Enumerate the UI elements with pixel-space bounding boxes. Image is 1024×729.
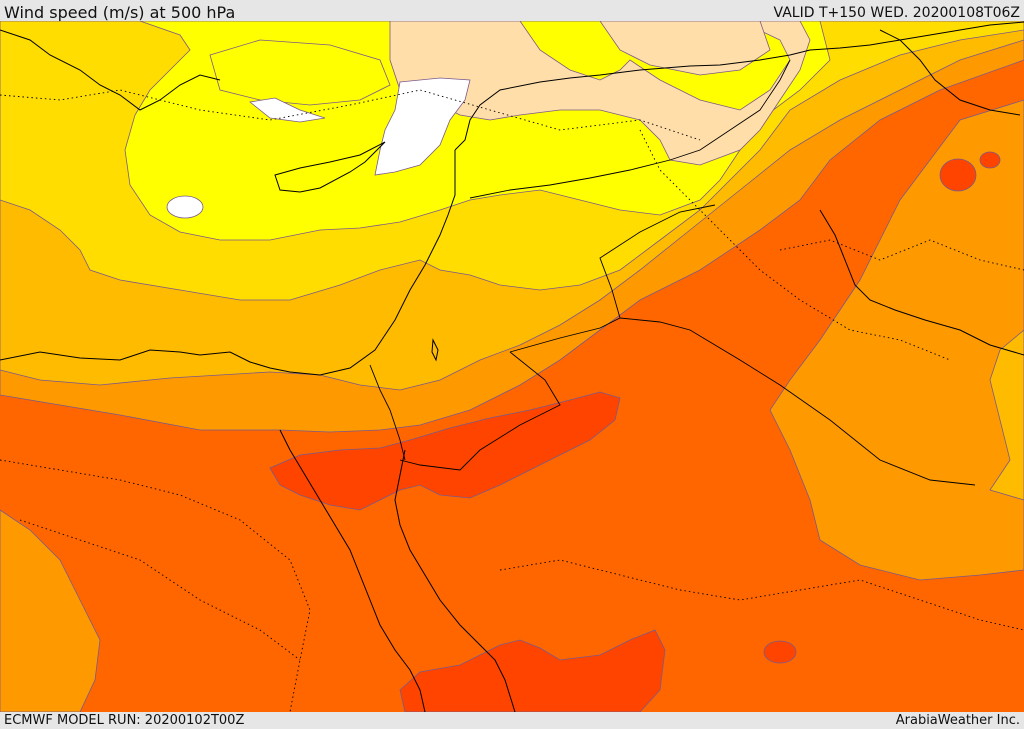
coastline-caspian [879, 29, 1021, 116]
field-red-orange-1 [269, 391, 621, 511]
coastline-turkey [454, 21, 1024, 151]
footer-bar: ECMWF MODEL RUN: 20200102T00Z ArabiaWeat… [0, 712, 1024, 729]
field-white-cyprus [249, 97, 326, 123]
field-red-orange-4 [939, 158, 977, 192]
border-egypt-israel [369, 364, 406, 461]
border-admin-sw [19, 519, 301, 661]
coastline-red-sea-west [279, 429, 426, 712]
title-bar: Wind speed (m/s) at 500 hPa VALID T+150 … [0, 0, 1024, 22]
field-white-small [166, 195, 204, 219]
coastline-gulf [819, 209, 1024, 356]
field-light-tan [389, 21, 811, 166]
valid-time: VALID T+150 WED. 20200108T06Z [773, 5, 1020, 21]
field-orange-light-east [769, 99, 1024, 581]
coastline-dead-sea [431, 338, 439, 362]
field-orange-light-sw [0, 509, 101, 712]
border-admin-east [779, 239, 1024, 271]
wind-speed-map [0, 21, 1024, 712]
coastline-cyprus [274, 141, 386, 193]
border-saudi-iraq [509, 317, 976, 486]
field-red-orange-5 [979, 151, 1001, 169]
border-jordan [399, 351, 561, 471]
field-yellow-nw [209, 39, 391, 106]
border-turkey-syria [469, 129, 731, 199]
border-admin-north [0, 89, 701, 141]
coastline-red-sea-east [394, 449, 516, 712]
field-light-tan-east [599, 21, 771, 76]
border-iraq-syria [599, 204, 716, 319]
border-admin-saudi [499, 559, 1024, 631]
field-white [374, 77, 471, 176]
credit: ArabiaWeather Inc. [895, 713, 1020, 728]
coastline-mediterranean [0, 150, 456, 376]
field-red-orange-2 [399, 629, 666, 712]
coastline-aegean [0, 29, 221, 111]
field-red-orange-3 [763, 640, 797, 664]
model-run: ECMWF MODEL RUN: 20200102T00Z [4, 713, 245, 728]
border-admin-egypt [0, 459, 311, 712]
border-turkey-iran [729, 59, 791, 131]
map-title: Wind speed (m/s) at 500 hPa [4, 3, 236, 22]
field-amber-east [989, 329, 1024, 501]
border-admin-iraq [639, 129, 951, 361]
